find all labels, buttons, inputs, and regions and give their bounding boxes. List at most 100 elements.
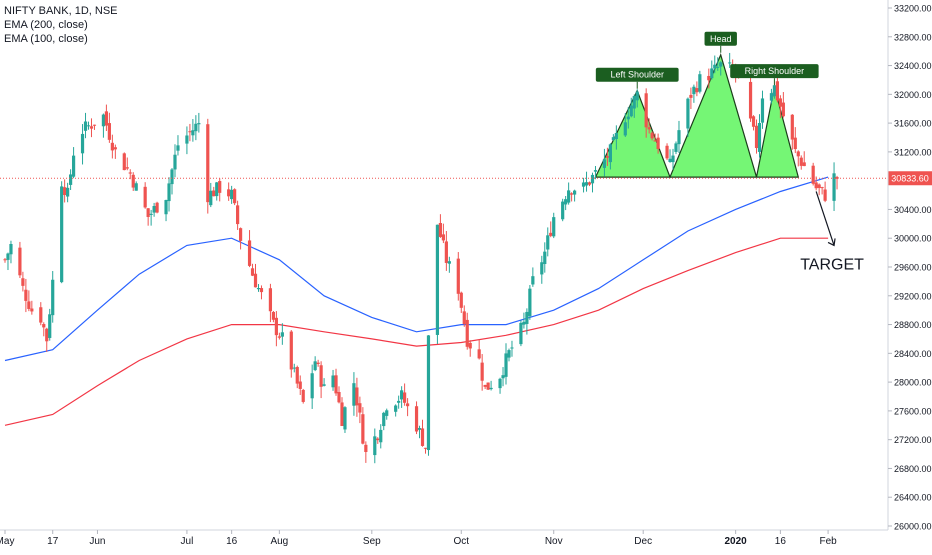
x-tick-label: 2020 bbox=[725, 536, 748, 547]
candle-body bbox=[444, 241, 448, 263]
candle-body bbox=[823, 189, 827, 201]
y-tick-label: 27600.00 bbox=[894, 406, 932, 416]
last-price-tag bbox=[888, 171, 932, 186]
candle-body bbox=[212, 190, 216, 197]
target-label: TARGET bbox=[800, 256, 864, 273]
candle-body bbox=[191, 130, 195, 136]
candle-body bbox=[298, 381, 302, 389]
candle-body bbox=[608, 144, 612, 163]
candle-body bbox=[570, 193, 574, 195]
candle-body bbox=[632, 96, 636, 109]
candle-body bbox=[170, 169, 174, 185]
pattern-shape bbox=[594, 52, 800, 179]
candle-body bbox=[790, 114, 794, 140]
candle-body bbox=[748, 81, 753, 119]
candle-body bbox=[707, 75, 711, 81]
candle-body bbox=[310, 373, 314, 399]
candle-body bbox=[164, 200, 168, 215]
candle-body bbox=[3, 259, 7, 261]
candle-body bbox=[647, 127, 651, 130]
y-tick-label: 30400.00 bbox=[894, 205, 932, 215]
candle-body bbox=[757, 123, 762, 152]
candle-body bbox=[635, 91, 639, 101]
candle-body bbox=[522, 321, 526, 325]
y-tick-label: 26000.00 bbox=[894, 522, 932, 532]
y-tick-label: 29600.00 bbox=[894, 263, 932, 273]
pattern-label-text: Right Shoulder bbox=[745, 66, 805, 76]
candle-body bbox=[728, 62, 732, 64]
x-tick-label: 16 bbox=[226, 536, 238, 547]
candle-body bbox=[549, 232, 553, 236]
candle-body bbox=[441, 234, 445, 241]
candle-body bbox=[689, 94, 693, 98]
candle-body bbox=[6, 253, 10, 260]
candle-body bbox=[301, 389, 305, 402]
candle-body bbox=[793, 137, 797, 150]
candle-body bbox=[358, 403, 362, 413]
candle-body bbox=[814, 182, 818, 189]
candle-body bbox=[817, 184, 821, 188]
candle-body bbox=[528, 288, 532, 317]
candle-body bbox=[498, 378, 502, 389]
candle-body bbox=[462, 311, 466, 325]
candles bbox=[3, 52, 839, 464]
candle-body bbox=[230, 189, 234, 200]
candle-body bbox=[236, 205, 240, 225]
candle-body bbox=[802, 162, 806, 167]
candle-body bbox=[775, 81, 779, 101]
candle-body bbox=[593, 170, 598, 172]
candle-body bbox=[271, 311, 275, 320]
candle-body bbox=[832, 173, 836, 201]
candle-body bbox=[426, 335, 431, 451]
candle-body bbox=[268, 288, 273, 312]
candle-body bbox=[507, 350, 511, 358]
candle-body bbox=[623, 122, 627, 136]
candle-body bbox=[504, 353, 508, 377]
candle-body bbox=[83, 121, 88, 131]
x-tick-label: Aug bbox=[270, 536, 288, 547]
candle-body bbox=[584, 182, 589, 186]
candle-body bbox=[125, 167, 129, 169]
y-tick-label: 31200.00 bbox=[894, 147, 932, 157]
candle-body bbox=[39, 307, 43, 323]
candle-body bbox=[256, 288, 261, 290]
candle-body bbox=[546, 235, 550, 250]
pattern-label: Head bbox=[704, 31, 737, 53]
candle-body bbox=[289, 331, 293, 370]
candle-body bbox=[89, 126, 94, 129]
candle-body bbox=[713, 64, 717, 69]
candle-body bbox=[104, 111, 108, 126]
candle-body bbox=[364, 444, 368, 452]
candle-body bbox=[400, 390, 404, 400]
candle-body bbox=[644, 93, 648, 128]
candle-body bbox=[656, 137, 660, 150]
candle-body bbox=[167, 183, 171, 202]
candle-body bbox=[149, 213, 153, 215]
overlay: 30833.60 Left Shoulder Head Right Shoulder T… bbox=[0, 31, 932, 273]
x-tick-label: May bbox=[0, 536, 14, 547]
candle-body bbox=[692, 86, 696, 95]
candle-body bbox=[486, 382, 490, 390]
candle-body bbox=[674, 143, 678, 152]
candle-body bbox=[259, 288, 264, 293]
candle-body bbox=[24, 289, 28, 301]
candle-body bbox=[238, 228, 243, 241]
candle-body bbox=[80, 133, 85, 154]
candle-body bbox=[519, 322, 523, 345]
candle-body bbox=[274, 317, 278, 336]
candle-body bbox=[45, 328, 49, 342]
candle-body bbox=[385, 410, 389, 416]
candle-body bbox=[373, 436, 377, 456]
candle-body bbox=[751, 116, 756, 127]
candle-body bbox=[716, 66, 720, 68]
candle-body bbox=[590, 174, 595, 184]
x-tick-label: Sep bbox=[363, 536, 381, 547]
y-tick-label: 31600.00 bbox=[894, 119, 932, 129]
candle-body bbox=[277, 336, 281, 338]
candle-body bbox=[250, 268, 255, 276]
pattern-label-text: Left Shoulder bbox=[610, 70, 664, 80]
x-tick-label: 16 bbox=[775, 536, 787, 547]
pattern-label-box bbox=[595, 67, 679, 82]
